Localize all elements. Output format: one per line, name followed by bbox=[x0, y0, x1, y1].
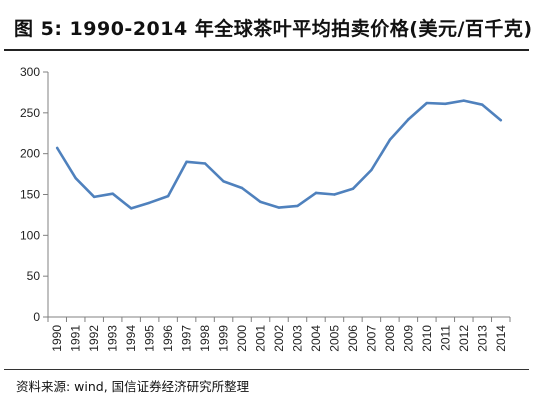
x-tick-label: 2011 bbox=[438, 325, 452, 351]
x-tick-label: 2010 bbox=[420, 325, 434, 352]
y-tick-label: 50 bbox=[27, 269, 41, 283]
data-point bbox=[351, 187, 355, 190]
data-point bbox=[481, 103, 484, 106]
x-tick-label: 1997 bbox=[180, 325, 194, 352]
series-line bbox=[55, 99, 503, 210]
data-point bbox=[333, 193, 336, 196]
data-point bbox=[222, 180, 225, 183]
data-point bbox=[56, 146, 59, 150]
x-tick-label: 2012 bbox=[457, 325, 471, 352]
data-point bbox=[296, 204, 299, 208]
data-point bbox=[388, 138, 392, 141]
x-tick-label: 2001 bbox=[254, 325, 268, 352]
data-point bbox=[111, 192, 114, 195]
x-tick-label: 2005 bbox=[327, 325, 341, 352]
data-point bbox=[240, 186, 244, 190]
data-point bbox=[425, 101, 429, 105]
x-tick-label: 1994 bbox=[124, 325, 138, 352]
x-tick-label: 1990 bbox=[50, 325, 64, 352]
source-note: 资料来源: wind, 国信证券经济研究所整理 bbox=[16, 379, 250, 394]
x-tick-label: 2000 bbox=[235, 325, 249, 352]
data-point bbox=[314, 191, 318, 195]
data-point bbox=[499, 118, 502, 122]
data-point bbox=[129, 207, 133, 210]
x-tick-label: 2002 bbox=[272, 325, 286, 352]
y-tick-label: 150 bbox=[20, 188, 40, 202]
data-point bbox=[185, 160, 188, 164]
x-tick-label: 1991 bbox=[69, 325, 83, 352]
data-point bbox=[166, 194, 170, 198]
y-tick-label: 250 bbox=[20, 106, 40, 120]
y-tick-label: 100 bbox=[20, 228, 40, 242]
data-point bbox=[93, 195, 96, 199]
data-point bbox=[444, 102, 447, 106]
data-point bbox=[462, 99, 465, 102]
x-tick-label: 2004 bbox=[309, 325, 323, 352]
x-tick-label: 2003 bbox=[290, 325, 304, 352]
x-tick-label: 1992 bbox=[87, 325, 101, 352]
x-tick-label: 1995 bbox=[143, 325, 157, 352]
source-divider bbox=[4, 369, 529, 370]
x-tick-label: 1998 bbox=[198, 325, 212, 352]
data-point bbox=[277, 206, 281, 209]
x-tick-label: 2009 bbox=[401, 325, 415, 352]
x-axis: 1990 1991 1992 1993 1994 1995 1996 1997 1998 1999… bbox=[47, 316, 511, 352]
y-axis: 0 50 100 150 200 250 300 bbox=[20, 65, 49, 324]
x-tick-label: 2014 bbox=[494, 325, 508, 352]
title-divider bbox=[4, 49, 529, 51]
y-tick-label: 0 bbox=[33, 310, 40, 324]
x-tick-label: 1996 bbox=[161, 325, 175, 352]
x-tick-label: 1999 bbox=[217, 325, 231, 352]
x-tick-label: 2008 bbox=[383, 325, 397, 352]
data-point bbox=[203, 162, 207, 165]
x-tick-label: 2013 bbox=[475, 325, 489, 352]
series-layer bbox=[55, 99, 503, 210]
figure-title: 图 5: 1990-2014 年全球茶叶平均拍卖价格(美元/百千克) bbox=[14, 18, 533, 40]
data-point bbox=[148, 201, 151, 204]
data-point bbox=[407, 118, 410, 121]
x-tick-label: 2007 bbox=[364, 325, 378, 352]
data-point bbox=[74, 176, 77, 180]
data-point bbox=[370, 168, 373, 172]
x-tick-label: 1993 bbox=[106, 325, 120, 352]
figure-header: 图 5: 1990-2014 年全球茶叶平均拍卖价格(美元/百千克) bbox=[0, 0, 533, 52]
y-tick-label: 300 bbox=[20, 65, 40, 79]
data-point bbox=[259, 200, 262, 204]
y-tick-label: 200 bbox=[20, 147, 40, 161]
x-tick-label: 2006 bbox=[346, 325, 360, 352]
